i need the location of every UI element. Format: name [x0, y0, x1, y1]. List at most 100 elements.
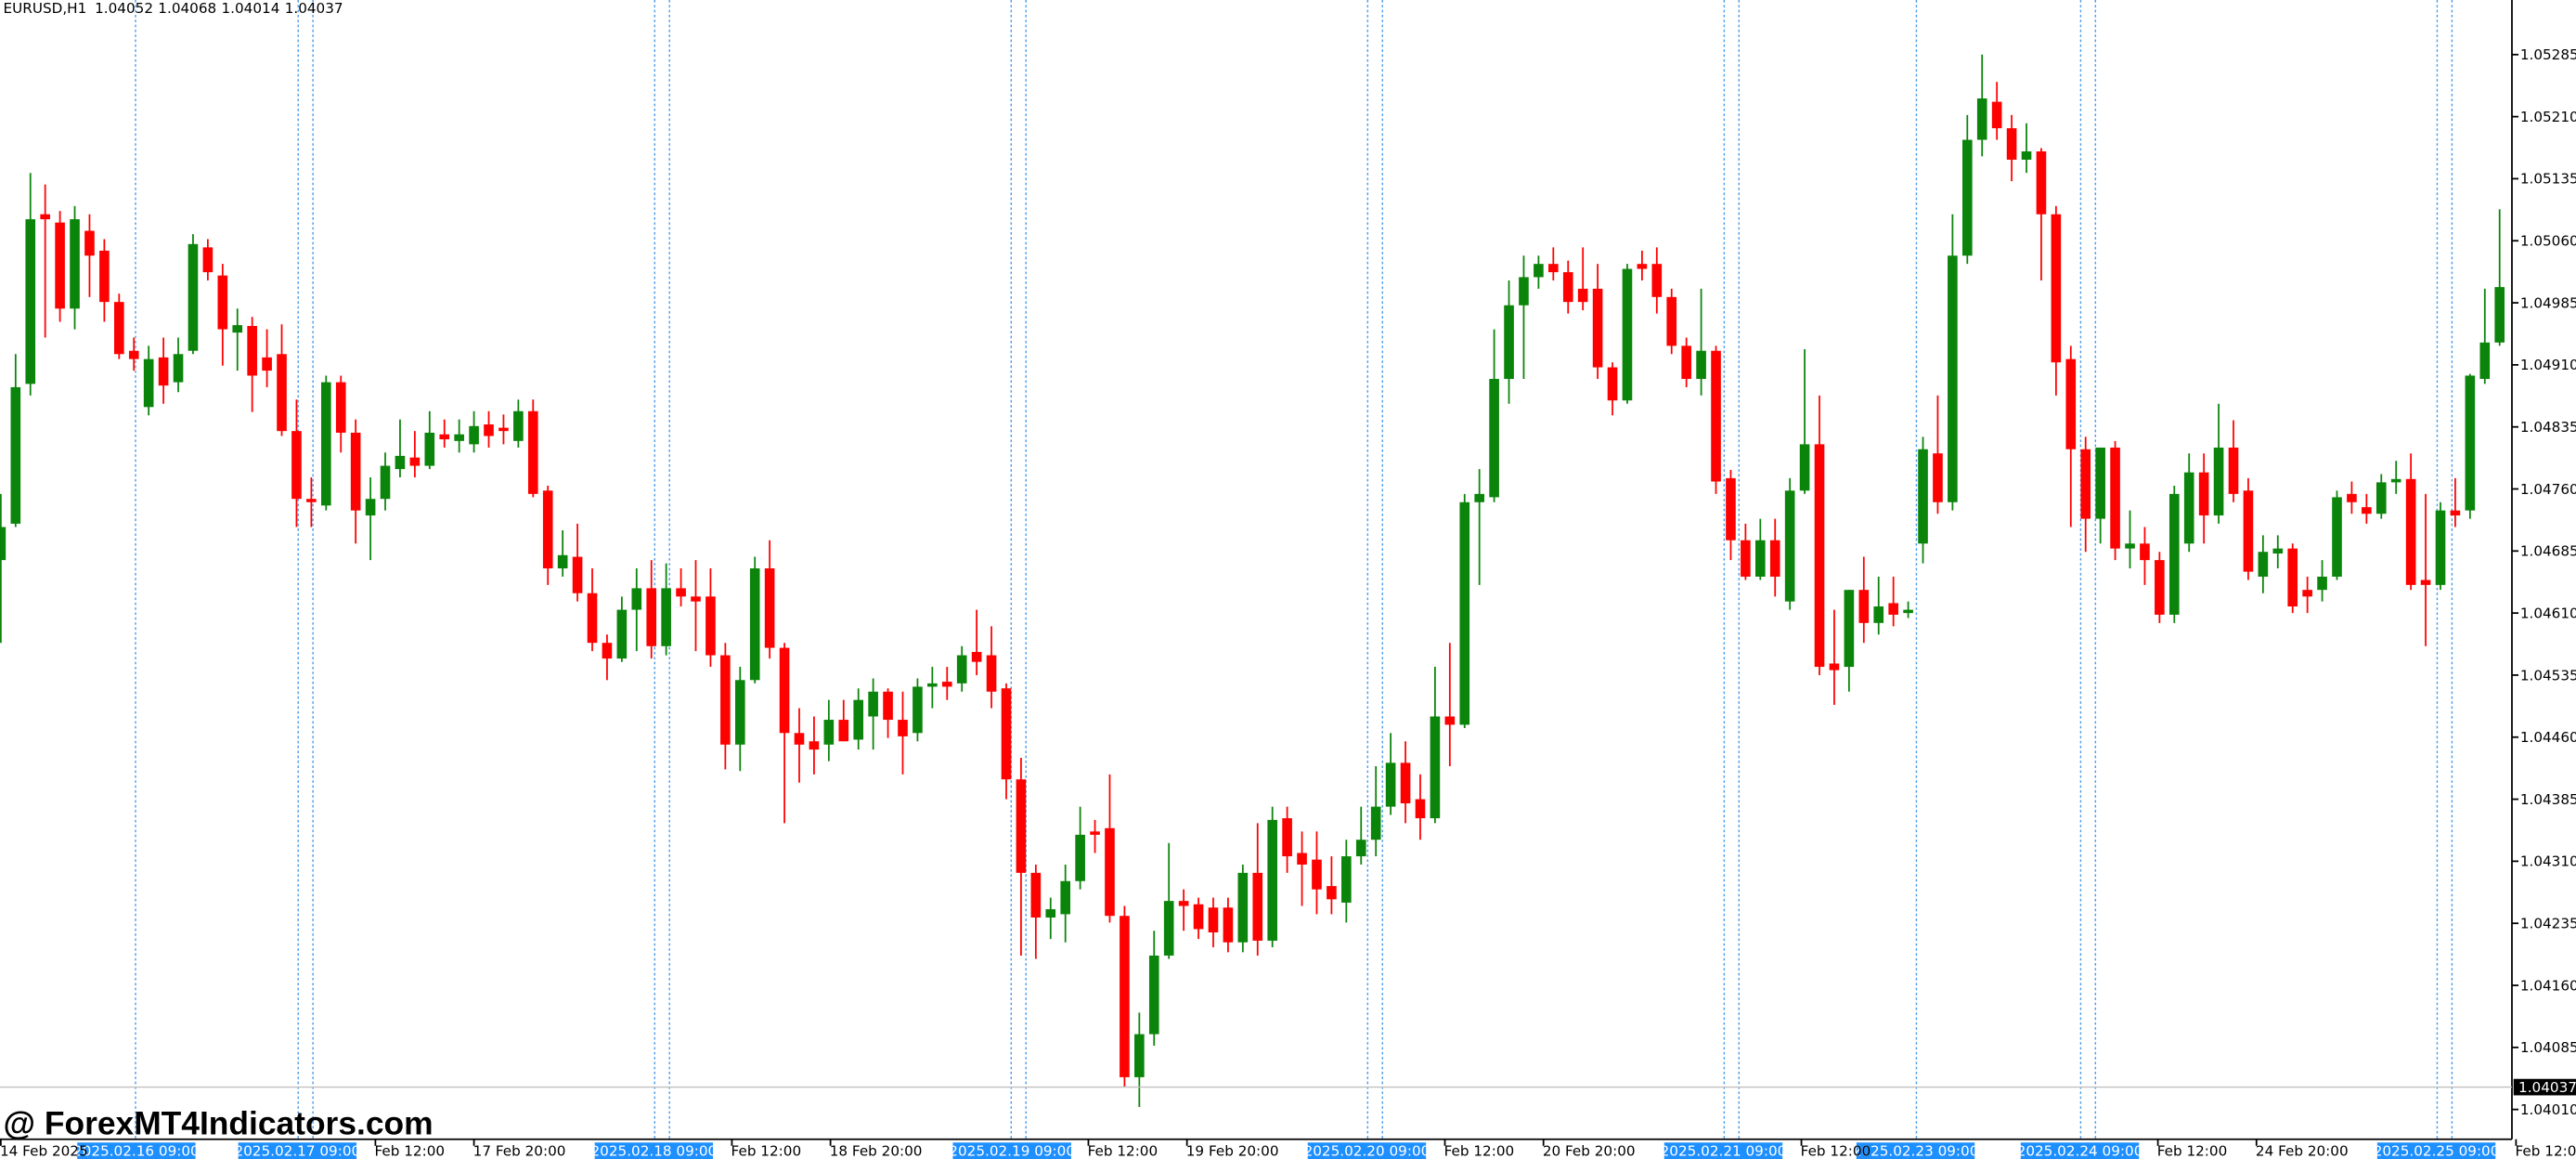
y-tick-label: 1.04760	[2520, 481, 2576, 498]
candle-body	[913, 686, 923, 734]
candle-body	[1844, 590, 1855, 668]
candle-body	[454, 434, 464, 441]
candle-body	[941, 682, 952, 687]
y-tick-label: 1.04310	[2520, 853, 2576, 870]
x-tick-label: 24 Feb 20:00	[2256, 1142, 2349, 1159]
marker-label-box	[1307, 1142, 1427, 1159]
candle-body	[1829, 663, 1840, 671]
y-tick-label: 1.04385	[2520, 791, 2576, 808]
candle-body	[1459, 501, 1470, 725]
marker-label-box	[2376, 1142, 2496, 1159]
candle-body	[2228, 447, 2239, 494]
y-tick-label: 1.04835	[2520, 419, 2576, 436]
candle-body	[1208, 907, 1219, 933]
candle-body	[84, 230, 95, 256]
marker-label: 2025.02.19 09:00	[949, 1142, 1075, 1159]
header-open: 1.04052	[95, 0, 153, 17]
candle-body	[1562, 272, 1573, 303]
candle-body	[2168, 493, 2180, 615]
candle-body	[1948, 255, 1958, 502]
marker-label-box	[594, 1142, 714, 1159]
marker-label: 2025.02.17 09:00	[234, 1142, 360, 1159]
candle-body	[2375, 482, 2387, 514]
y-tick-label: 1.04010	[2520, 1101, 2576, 1118]
candle-body	[1577, 288, 1588, 303]
candle-body	[1001, 688, 1012, 780]
candle-body	[2243, 490, 2254, 572]
y-tick-label: 1.05285	[2520, 46, 2576, 63]
candle-body	[616, 609, 628, 659]
marker-label-box	[952, 1142, 1071, 1159]
candle-body	[1504, 305, 1514, 380]
candle-body	[365, 499, 376, 516]
candle-body	[2494, 287, 2505, 343]
candle-body	[2435, 510, 2446, 585]
candle-body	[1385, 762, 1396, 807]
candle-body	[188, 243, 199, 351]
candle-body	[70, 219, 80, 309]
candle-body	[1651, 264, 1663, 297]
candle-body	[1223, 907, 1234, 943]
candle-body	[1237, 872, 1249, 943]
candle-body	[1252, 872, 1263, 941]
chart-header: EURUSD,H1 1.04052 1.04068 1.04014 1.04037	[4, 0, 343, 17]
candle-body	[1637, 264, 1648, 269]
marker-label-box	[77, 1142, 196, 1159]
candle-body	[1873, 606, 1884, 623]
candle-body	[631, 588, 642, 610]
x-tick-label: 19 Feb 20:00	[1186, 1142, 1279, 1159]
candle-body	[1400, 762, 1411, 804]
candle-body	[794, 733, 805, 745]
x-tick-label: 20 Feb 20:00	[1543, 1142, 1636, 1159]
candle-body	[2332, 497, 2342, 577]
candle-body	[587, 593, 598, 644]
candle-body	[1592, 288, 1603, 368]
candle-body	[2405, 478, 2416, 585]
candle-body	[602, 643, 613, 659]
candle-body	[1075, 834, 1085, 881]
candle-body	[498, 427, 509, 432]
marker-label: 2025.02.24 09:00	[2017, 1142, 2143, 1159]
candle-body	[2258, 552, 2269, 577]
y-tick-label: 1.04535	[2520, 667, 2576, 684]
marker-label: 2025.02.25 09:00	[2374, 1142, 2500, 1159]
candle-body	[868, 691, 878, 717]
candle-body	[424, 432, 435, 466]
candle-body	[143, 358, 154, 408]
candle-body	[927, 683, 938, 687]
candle-body	[1355, 840, 1366, 857]
candle-body	[2362, 507, 2372, 514]
candle-body	[2021, 151, 2032, 160]
watermark: @ ForexMT4Indicators.com	[4, 1104, 434, 1141]
candle-body	[1090, 831, 1100, 835]
candle-body	[306, 499, 317, 502]
candle-body	[395, 455, 406, 470]
candle-body	[1489, 379, 1499, 498]
x-tick-label: Feb 12:00	[731, 1142, 802, 1159]
candle-body	[956, 655, 967, 684]
marker-label: 2025.02.18 09:00	[591, 1142, 718, 1159]
candle-body	[1696, 350, 1706, 380]
x-tick-label: Feb 12:00	[375, 1142, 446, 1159]
marker-label: 2025.02.23 09:00	[1853, 1142, 1979, 1159]
candle-body	[1754, 540, 1766, 577]
candle-body	[557, 554, 568, 569]
candle-body	[1681, 345, 1691, 380]
candle-body	[247, 326, 257, 376]
candle-body	[1444, 716, 1456, 725]
candle-body	[2272, 548, 2284, 553]
candle-body	[2198, 472, 2209, 516]
candle-body	[676, 588, 686, 597]
candle-body	[2125, 543, 2135, 549]
session-markers: 2025.02.16 09:00 2025.02.17 09:00 2025.02.…	[73, 0, 2499, 1159]
candle-body	[823, 720, 835, 745]
candle-body	[1607, 367, 1618, 401]
marker-label-box	[2020, 1142, 2140, 1159]
candle-body	[350, 432, 361, 511]
candle-body	[469, 425, 479, 445]
candle-body	[1193, 904, 1204, 930]
candle-body	[409, 457, 421, 466]
x-tick-label: 17 Feb 20:00	[473, 1142, 566, 1159]
candle-body	[335, 382, 346, 433]
candle-body	[1134, 1034, 1145, 1077]
